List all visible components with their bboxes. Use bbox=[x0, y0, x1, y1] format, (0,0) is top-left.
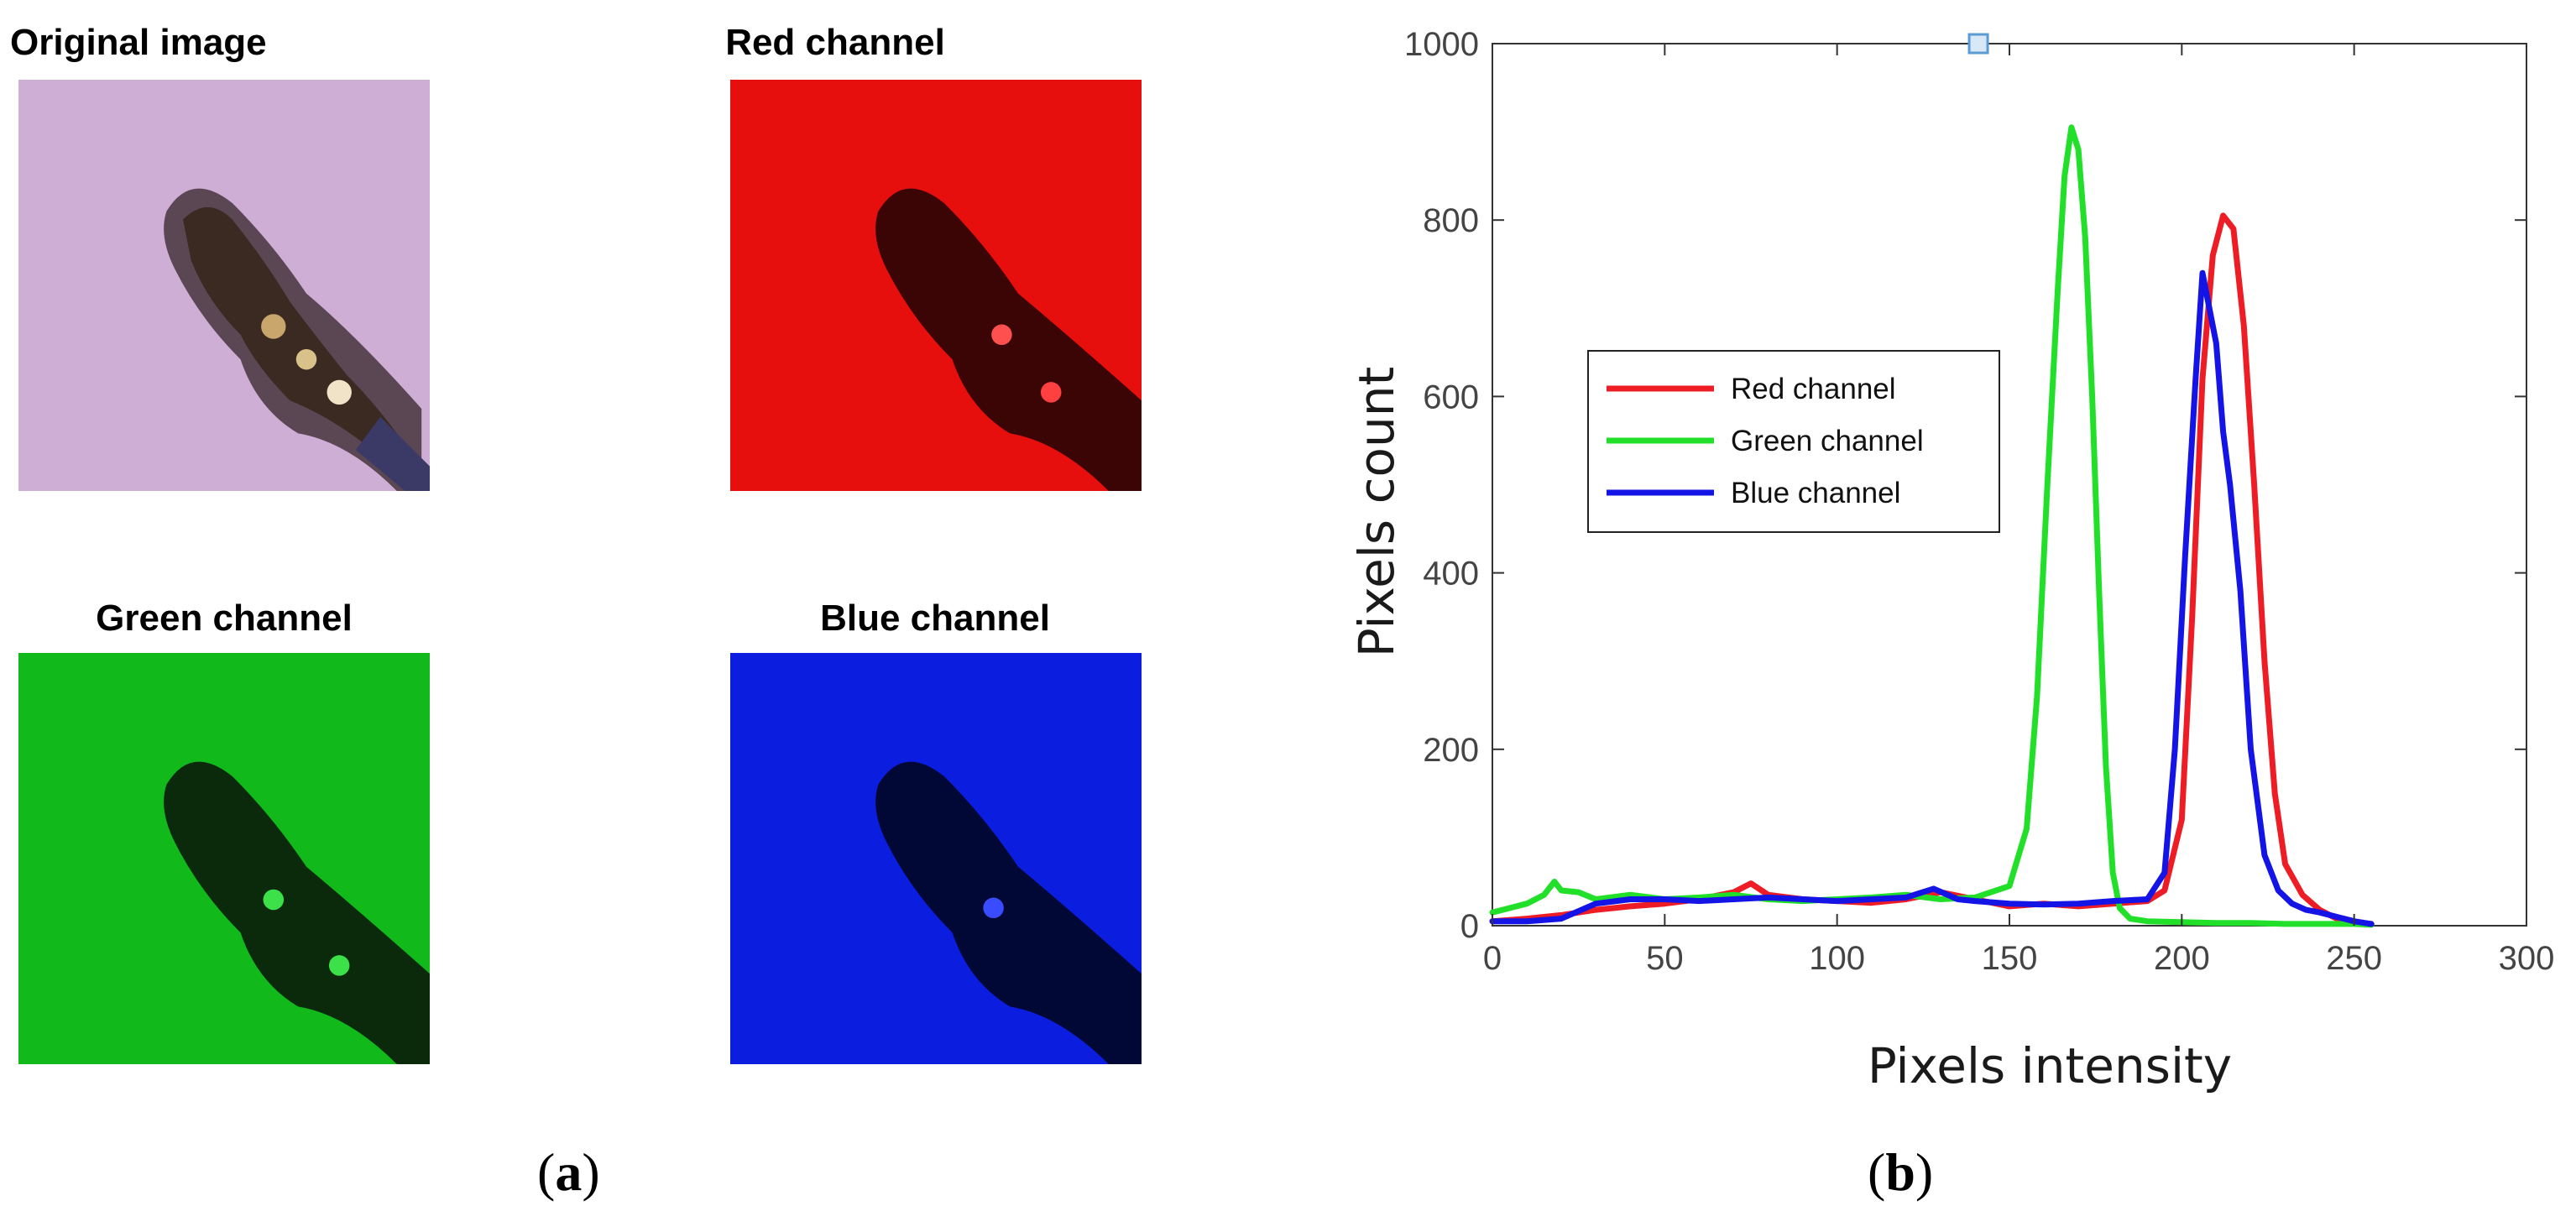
legend-label: Red channel bbox=[1731, 373, 1896, 405]
object-dark bbox=[875, 761, 1142, 1064]
y-tick-label: 600 bbox=[1423, 379, 1479, 415]
title-green-channel: Green channel bbox=[96, 598, 353, 639]
y-tick-label: 1000 bbox=[1404, 26, 1479, 63]
tool-tip bbox=[355, 416, 430, 491]
data-marker-square bbox=[1967, 33, 1989, 55]
speck bbox=[1040, 382, 1062, 403]
title-original-image: Original image bbox=[10, 22, 267, 63]
thumbnail-red-channel bbox=[730, 80, 1142, 491]
y-tick-label: 800 bbox=[1423, 202, 1479, 239]
y-tick-label: 0 bbox=[1460, 908, 1479, 945]
x-tick-label: 50 bbox=[1646, 940, 1684, 977]
title-red-channel: Red channel bbox=[725, 22, 945, 63]
speck bbox=[295, 348, 317, 370]
series-line-blue-channel bbox=[1489, 269, 2375, 927]
thumbnail-green-channel bbox=[18, 653, 430, 1064]
x-tick-label: 250 bbox=[2326, 940, 2382, 977]
caption-a: (a) bbox=[537, 1142, 600, 1202]
histogram-chart: 0 50 100 150 200 250 300 0 200 400 600 800 1000 Red … bbox=[1348, 26, 2555, 1094]
speck bbox=[263, 889, 285, 911]
x-tick-label: 100 bbox=[1809, 940, 1865, 977]
speck bbox=[983, 897, 1004, 919]
x-tick-label: 0 bbox=[1483, 940, 1502, 977]
speck bbox=[261, 314, 286, 339]
x-tick-label: 200 bbox=[2154, 940, 2210, 977]
x-tick-label: 300 bbox=[2499, 940, 2555, 977]
caption-b: (b) bbox=[1868, 1142, 1934, 1202]
x-axis-title: Pixels intensity bbox=[1868, 1037, 2232, 1094]
y-tick-label: 400 bbox=[1423, 556, 1479, 593]
y-tick-label: 200 bbox=[1423, 732, 1479, 769]
legend-label: Green channel bbox=[1731, 425, 1924, 457]
speck bbox=[327, 379, 352, 405]
speck bbox=[328, 955, 350, 976]
object-dark bbox=[164, 761, 430, 1064]
x-tick-label: 150 bbox=[1982, 940, 2038, 977]
legend-label: Blue channel bbox=[1731, 477, 1900, 509]
title-blue-channel: Blue channel bbox=[820, 598, 1050, 639]
thumbnail-blue-channel bbox=[730, 653, 1142, 1064]
speck bbox=[991, 324, 1012, 346]
series-line-green-channel bbox=[1489, 124, 2375, 928]
thumbnail-original-image bbox=[18, 80, 430, 491]
y-axis-title: Pixels count bbox=[1348, 367, 1405, 657]
